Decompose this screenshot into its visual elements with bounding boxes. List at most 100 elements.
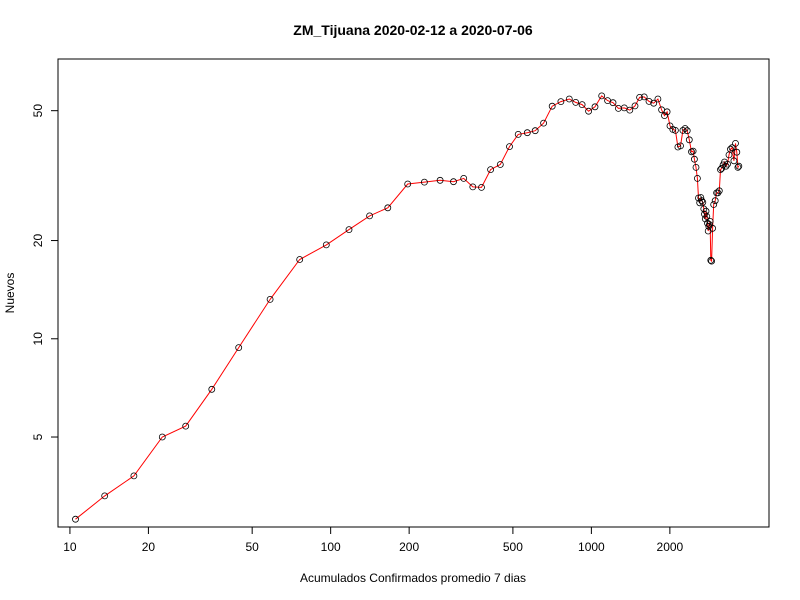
series-line	[75, 95, 740, 520]
data-point	[698, 197, 706, 205]
data-point	[523, 129, 531, 137]
data-point	[540, 119, 547, 127]
x-axis: 10 20 50 100 200 500 1000 2000	[63, 527, 684, 554]
y-tick-label: 5	[31, 433, 45, 440]
data-point	[718, 164, 726, 172]
data-point	[715, 187, 723, 195]
data-point	[626, 106, 634, 114]
data-point	[436, 176, 444, 184]
data-point	[710, 201, 718, 208]
data-point	[572, 99, 580, 106]
data-point	[598, 92, 606, 100]
plot-frame	[57, 58, 770, 528]
x-tick-label: 20	[142, 540, 156, 554]
x-tick-label: 50	[245, 540, 259, 554]
x-tick-label: 100	[321, 540, 341, 554]
data-point	[478, 183, 485, 191]
data-point	[460, 174, 468, 182]
x-tick-label: 500	[503, 540, 523, 554]
data-point	[696, 199, 704, 207]
data-point	[700, 205, 708, 213]
x-tick-label: 1000	[578, 540, 605, 554]
y-axis-label: Nuevos	[3, 273, 17, 314]
x-tick-label: 10	[63, 540, 77, 554]
x-axis-label: Acumulados Confirmados promedio 7 dias	[300, 571, 526, 585]
data-point	[689, 147, 697, 155]
y-tick-label: 20	[31, 234, 45, 248]
data-point	[296, 256, 304, 263]
data-point	[72, 515, 79, 523]
data-point	[631, 102, 639, 110]
data-point	[702, 207, 710, 215]
data-point	[724, 160, 731, 168]
data-point	[101, 492, 109, 500]
data-point	[708, 257, 715, 265]
data-point	[691, 155, 698, 163]
data-point	[130, 472, 138, 480]
data-point	[496, 161, 504, 168]
data-point	[650, 99, 658, 107]
data-point	[609, 99, 617, 107]
data-point	[692, 163, 700, 171]
data-point	[707, 256, 715, 264]
data-point	[585, 107, 592, 115]
data-point	[158, 433, 166, 441]
data-point	[366, 212, 374, 220]
data-point	[591, 103, 599, 111]
data-point	[235, 344, 243, 352]
data-point	[728, 144, 736, 152]
data-point	[672, 126, 679, 134]
data-point	[734, 163, 742, 171]
data-point	[322, 241, 330, 249]
data-point	[469, 183, 477, 191]
data-point	[730, 157, 738, 165]
data-point	[487, 166, 495, 174]
data-point	[531, 127, 539, 135]
data-point	[732, 139, 739, 147]
data-point	[345, 226, 353, 234]
data-point	[706, 217, 714, 225]
data-point	[694, 174, 701, 182]
data-point	[384, 204, 392, 212]
data-point	[703, 213, 711, 220]
chart-title: ZM_Tijuana 2020-02-12 a 2020-07-06	[293, 22, 533, 38]
data-point	[733, 148, 741, 156]
data-point	[557, 98, 565, 105]
data-point	[735, 162, 743, 170]
data-point	[548, 102, 556, 110]
x-tick-label: 200	[399, 540, 419, 554]
x-tick-label: 2000	[657, 540, 684, 554]
data-point	[699, 198, 707, 206]
data-series	[72, 92, 743, 523]
data-point	[722, 162, 730, 170]
data-point	[182, 422, 190, 430]
data-point	[663, 108, 671, 116]
data-point	[450, 178, 457, 186]
data-point	[645, 98, 653, 105]
data-point	[711, 197, 719, 205]
data-point	[266, 295, 274, 303]
data-point	[714, 189, 722, 197]
y-axis: 5 10 20 50	[31, 104, 58, 440]
y-tick-label: 10	[31, 332, 45, 346]
data-point	[208, 385, 216, 393]
data-point	[697, 194, 705, 201]
data-point	[420, 178, 428, 186]
data-point	[709, 224, 716, 232]
data-point	[636, 94, 643, 101]
data-point	[681, 125, 689, 132]
data-point	[683, 127, 691, 135]
data-point	[404, 180, 412, 188]
data-point	[685, 136, 693, 144]
data-point	[679, 126, 687, 134]
data-point	[640, 93, 648, 101]
y-tick-label: 50	[31, 104, 45, 118]
data-point	[506, 143, 513, 151]
data-point	[514, 130, 522, 138]
data-point	[677, 142, 684, 150]
data-point	[727, 145, 734, 153]
data-point	[565, 95, 573, 103]
data-point	[578, 101, 586, 108]
data-point	[654, 95, 662, 103]
